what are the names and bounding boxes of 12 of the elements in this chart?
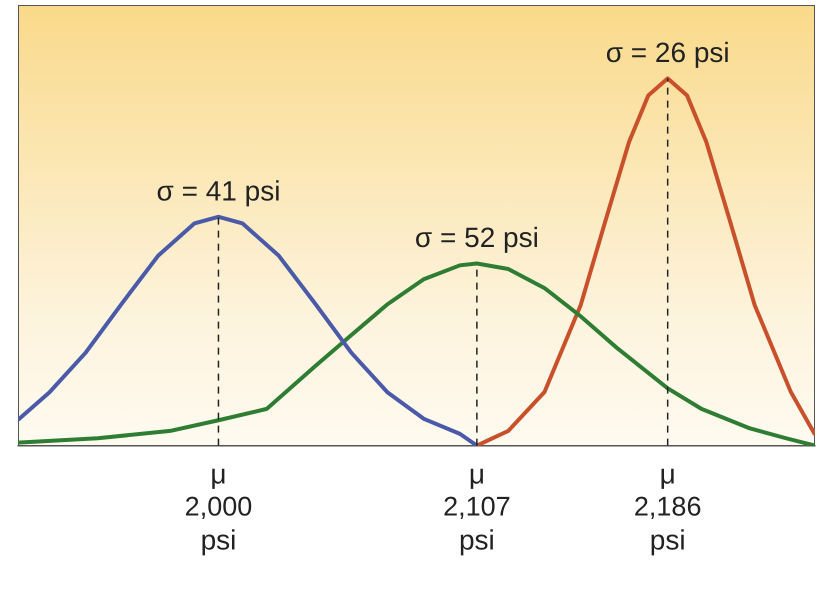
- x-tick-label: 2,186: [634, 491, 702, 522]
- text: psi: [458, 524, 495, 556]
- annotation: σ = 52 psi: [414, 222, 539, 254]
- annotation: σ = 26 psi: [606, 37, 730, 68]
- text: psi: [650, 524, 686, 556]
- text: psi: [200, 524, 236, 556]
- text: μ: [660, 458, 676, 490]
- text: μ: [210, 458, 227, 490]
- x-tick-label: 2,000: [184, 491, 252, 522]
- annotation: σ = 41 psi: [156, 176, 280, 207]
- text: μ: [468, 458, 485, 490]
- x-tick-label: 2,107: [443, 491, 511, 522]
